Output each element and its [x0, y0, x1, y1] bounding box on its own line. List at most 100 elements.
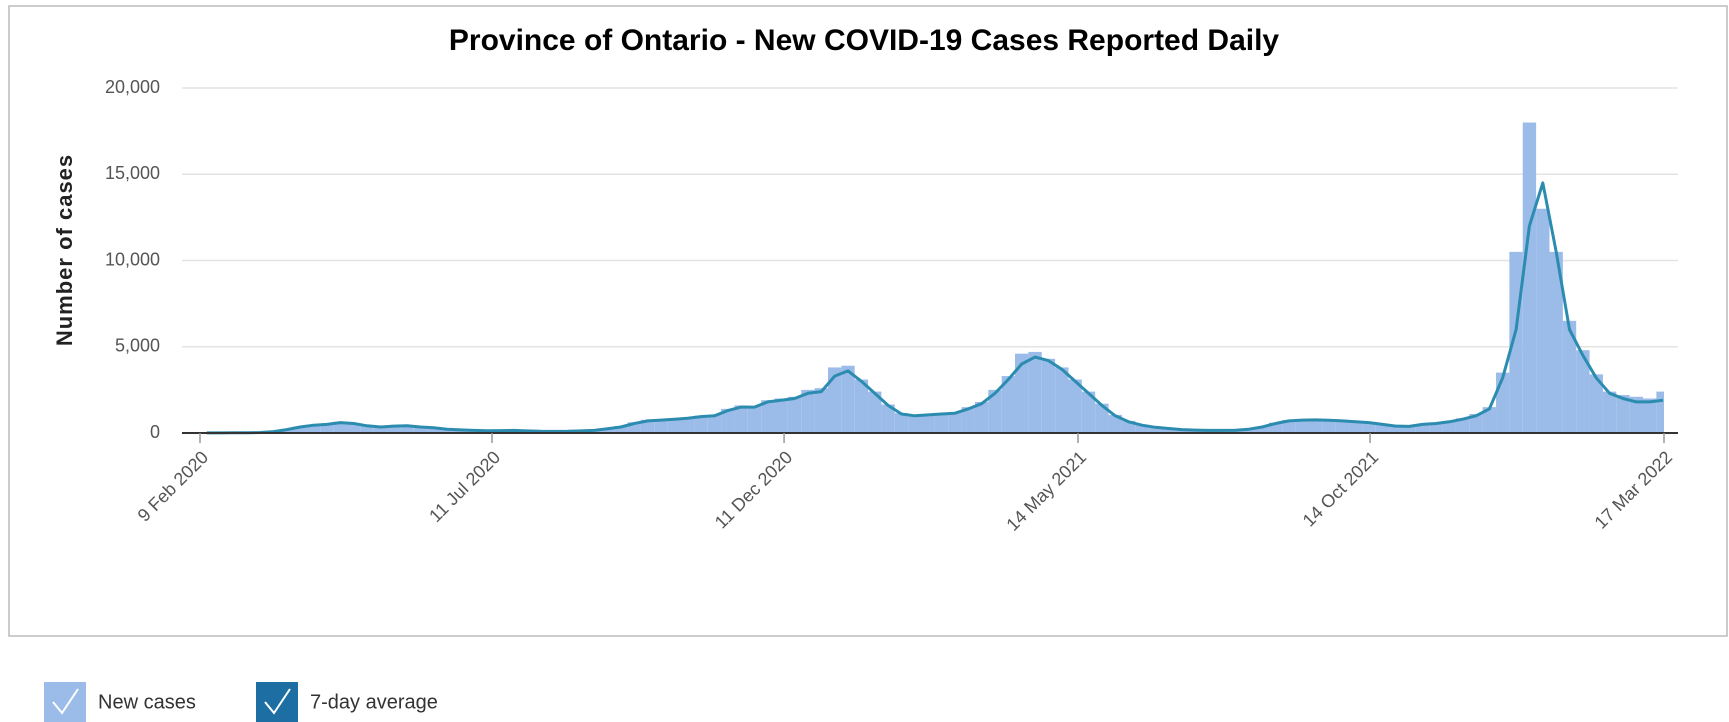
bar — [948, 412, 962, 433]
bar — [1175, 429, 1189, 433]
bar — [1389, 425, 1403, 433]
bar — [1068, 379, 1082, 433]
bar — [921, 414, 935, 433]
bar — [667, 418, 682, 433]
bar — [1335, 420, 1350, 433]
bar — [333, 421, 347, 433]
bar — [894, 413, 909, 433]
bar — [1656, 391, 1664, 433]
bar — [868, 391, 882, 433]
bar — [600, 428, 615, 433]
bar — [1602, 391, 1617, 433]
bar — [814, 388, 828, 433]
bar — [1589, 374, 1603, 433]
legend-label[interactable]: New cases — [98, 691, 196, 713]
bar — [1095, 403, 1109, 433]
bar — [1041, 358, 1056, 433]
bar — [774, 398, 788, 433]
y-tick-label: 0 — [150, 422, 160, 442]
bar — [293, 426, 307, 433]
bar — [614, 426, 628, 433]
bar — [1322, 419, 1336, 433]
bar — [413, 426, 428, 433]
bar — [934, 413, 949, 433]
bar — [1549, 251, 1563, 433]
bar — [1429, 422, 1443, 433]
bar — [627, 422, 641, 433]
bar — [787, 396, 802, 433]
bar — [440, 429, 454, 433]
bar — [734, 405, 748, 433]
bar — [1295, 419, 1309, 433]
bar — [1643, 398, 1657, 433]
bar — [320, 423, 334, 433]
bar — [707, 414, 722, 433]
legend-check[interactable] — [52, 688, 79, 715]
bar — [827, 367, 842, 433]
x-tick-label: 14 Oct 2021 — [1299, 447, 1382, 530]
bar — [1576, 350, 1590, 433]
bar — [1015, 353, 1029, 433]
bar — [1081, 391, 1096, 433]
bar — [961, 407, 975, 433]
bar — [974, 401, 989, 433]
x-tick-label: 11 Jul 2020 — [425, 447, 504, 526]
x-tick-label: 9 Feb 2020 — [134, 447, 213, 526]
bar — [1402, 426, 1416, 433]
bar — [854, 379, 869, 433]
bar — [1108, 414, 1122, 433]
x-tick-label: 11 Dec 2020 — [711, 447, 796, 532]
bar — [373, 426, 388, 433]
bar — [1001, 376, 1016, 433]
legend-checkbox[interactable] — [44, 682, 86, 722]
bar — [908, 414, 922, 433]
x-tick-label: 14 May 2021 — [1002, 447, 1090, 535]
bar — [1148, 426, 1163, 433]
bar — [387, 425, 401, 433]
bar — [400, 425, 414, 433]
bar — [1349, 421, 1363, 433]
bar — [1496, 372, 1510, 433]
bar — [681, 417, 695, 433]
bar — [654, 419, 668, 433]
bar — [1135, 424, 1149, 433]
bar — [1362, 422, 1376, 433]
bar — [1455, 418, 1470, 433]
legend-label[interactable]: 7-day average — [310, 691, 438, 713]
bar — [1255, 426, 1269, 433]
bar — [640, 419, 655, 433]
average-line — [206, 181, 1664, 435]
bar — [1522, 122, 1537, 433]
bar — [1282, 419, 1296, 433]
y-tick-label: 5,000 — [115, 336, 160, 356]
chart-title: Province of Ontario - New COVID-19 Cases… — [449, 24, 1280, 57]
bar — [1482, 407, 1497, 433]
bar — [1375, 424, 1390, 433]
bar — [346, 422, 361, 433]
bar — [1616, 395, 1630, 433]
legend-check[interactable] — [264, 688, 291, 715]
bar — [1055, 367, 1069, 433]
bar — [841, 365, 855, 433]
chart-frame — [8, 5, 1728, 637]
bar — [1415, 424, 1430, 433]
bar — [427, 427, 441, 433]
bar — [988, 389, 1002, 433]
bar — [1242, 428, 1256, 433]
bar — [801, 389, 815, 433]
legend-checkbox[interactable] — [256, 682, 298, 722]
bar — [1028, 351, 1042, 433]
bar — [1562, 320, 1577, 433]
bar — [881, 404, 895, 433]
bar — [721, 408, 735, 433]
bar — [747, 406, 762, 433]
bar — [1629, 396, 1644, 433]
bar — [306, 424, 321, 433]
bar — [1536, 208, 1550, 433]
bar — [694, 415, 708, 433]
y-tick-label: 20,000 — [105, 77, 160, 97]
bar — [360, 425, 374, 433]
x-tick-label: 17 Mar 2022 — [1591, 447, 1677, 533]
y-axis-label: Number of cases — [52, 154, 77, 346]
